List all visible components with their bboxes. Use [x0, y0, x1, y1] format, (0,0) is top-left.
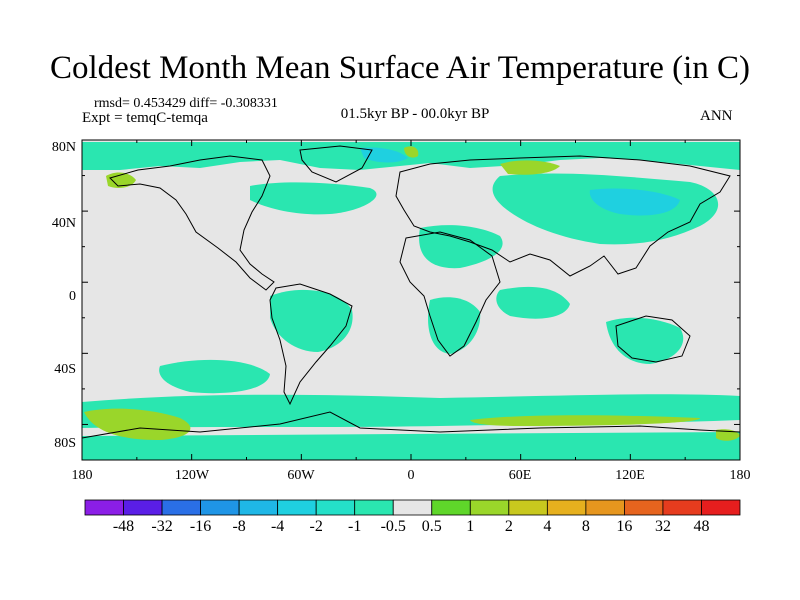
colorbar-label: -48	[112, 518, 135, 535]
lat-label-80s: 80S	[54, 436, 76, 451]
colorbar-label: 4	[543, 518, 552, 535]
eurasia-coast	[395, 155, 731, 277]
colorbar-swatch	[546, 499, 587, 516]
lon-label-180e: 180	[729, 468, 751, 483]
lon-label-120e: 120E	[615, 468, 645, 483]
experiment-label: Expt = temqC-temqa	[82, 110, 208, 126]
warm-anomaly-regions	[84, 146, 740, 441]
lon-label-180w: 180	[71, 468, 93, 483]
barents-warm	[500, 160, 560, 175]
colorbar-swatch	[315, 499, 356, 516]
colorbar-swatch	[624, 499, 664, 516]
coastlines	[81, 145, 741, 439]
africa-coast	[399, 231, 501, 357]
colorbar-label: 8	[581, 518, 590, 535]
lon-label-60e: 60E	[508, 468, 532, 483]
chart-title: Coldest Month Mean Surface Air Temperatu…	[50, 50, 750, 86]
alaska-warm	[106, 172, 136, 188]
colorbar-label: 16	[616, 518, 633, 535]
australia-coast	[615, 315, 691, 363]
colorbar-label: -16	[189, 518, 212, 535]
weddell-warm	[470, 415, 700, 426]
colorbar-swatch	[238, 499, 279, 516]
colorbar-swatch	[662, 499, 702, 516]
colorbar-label: -0.5	[380, 518, 406, 535]
colorbar-label: -8	[232, 518, 246, 535]
axis-ticks	[81, 139, 741, 461]
lon-label-0: 0	[407, 468, 415, 483]
lat-label-0: 0	[69, 289, 76, 304]
colorbar-label: 0.5	[421, 518, 442, 535]
greenland-cyan	[360, 147, 408, 163]
n-atlantic	[250, 182, 377, 215]
colorbar-swatch	[200, 499, 240, 516]
colorbar-swatch	[585, 499, 625, 516]
south-pacific	[159, 359, 270, 394]
north-america-coast	[109, 155, 275, 291]
period-label: 01.5kyr BP - 00.0kyr BP	[340, 106, 490, 122]
colorbar-swatch	[392, 499, 433, 516]
greenland-coast	[299, 145, 373, 183]
colorbar-label: -4	[270, 518, 285, 535]
lat-label-80n: 80N	[51, 140, 76, 155]
cooler-anomaly-regions	[360, 147, 680, 216]
indian-ocean	[496, 286, 570, 319]
colorbar-swatch	[161, 499, 201, 516]
colorbar-swatch	[431, 499, 471, 516]
colorbar-swatch	[508, 499, 548, 516]
colorbar-label: -1	[348, 518, 362, 535]
ross-sea-warm	[84, 408, 191, 440]
svalbard-warm	[404, 146, 419, 158]
lat-label-40s: 40S	[54, 362, 76, 377]
colorbar-swatch	[277, 499, 317, 516]
south-america	[270, 289, 353, 352]
antarctic-band	[82, 432, 740, 460]
middle-east	[419, 225, 503, 269]
colorbar-label: 2	[504, 518, 513, 535]
season-label: ANN	[700, 108, 733, 124]
lon-label-120w: 120W	[174, 468, 210, 483]
colorbar-swatch	[701, 499, 741, 516]
colorbar-swatch	[84, 499, 124, 516]
antarctica-coast	[81, 411, 741, 439]
colorbar-label: 32	[654, 518, 671, 535]
colorbar-swatch	[469, 499, 510, 516]
south-america-coast	[269, 283, 353, 406]
colorbar-swatch	[123, 499, 163, 516]
colorbar-label: 48	[693, 518, 710, 535]
lat-label-40n: 40N	[51, 216, 76, 231]
siberia-cyan	[589, 188, 680, 216]
colorbar-swatch	[354, 499, 394, 516]
colorbar-label: -2	[309, 518, 323, 535]
stats-text: rmsd= 0.453429 diff= -0.308331	[94, 96, 278, 111]
lon-label-60w: 60W	[287, 468, 315, 483]
colorbar-label: 1	[466, 518, 475, 535]
colorbar-label: -32	[151, 518, 173, 535]
